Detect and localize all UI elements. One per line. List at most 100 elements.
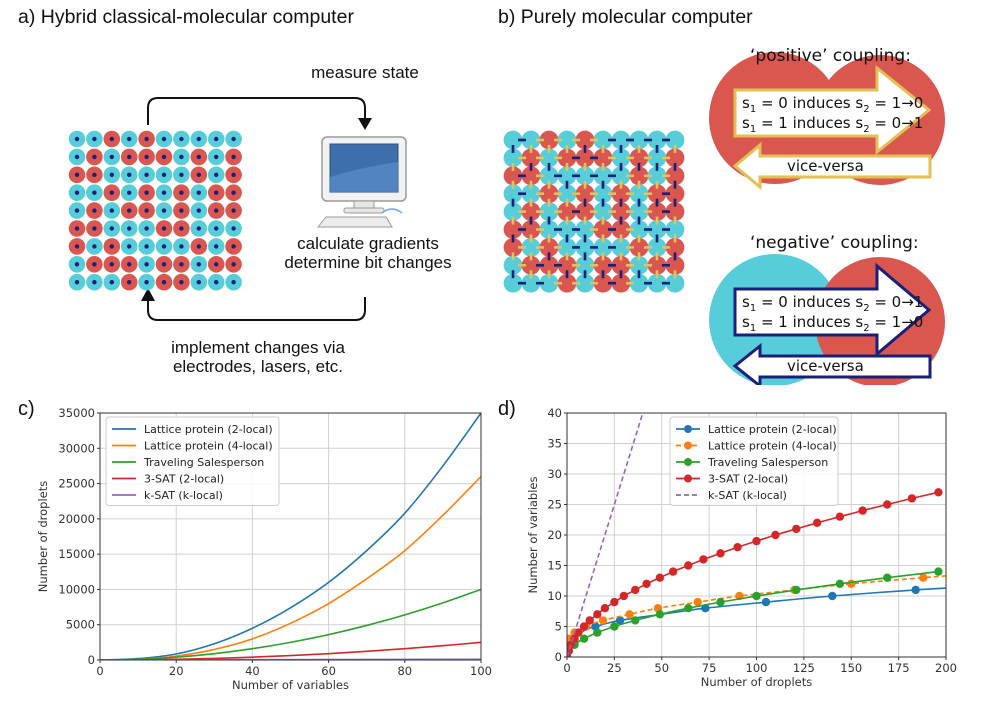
- lattice-droplet: [593, 202, 613, 222]
- x-tick-label: 175: [888, 661, 910, 675]
- panel-b-diagram: [503, 52, 945, 385]
- lattice-droplet: [575, 166, 595, 186]
- series-marker-1: [625, 610, 634, 619]
- molecule-core: [127, 280, 132, 285]
- lattice-droplet: [611, 273, 631, 293]
- lattice-droplet: [503, 130, 523, 150]
- measure-arrow: [147, 97, 366, 125]
- series-line-3: [567, 491, 939, 657]
- lattice-droplet: [629, 273, 649, 293]
- series-marker-1: [919, 573, 928, 582]
- molecule-core: [231, 190, 236, 195]
- molecule-core: [74, 136, 80, 142]
- molecule-core: [109, 226, 115, 231]
- x-tick-label: 50: [654, 661, 669, 675]
- molecule-core: [196, 190, 201, 195]
- molecule-lattice: [503, 130, 685, 293]
- molecule-core: [161, 208, 167, 213]
- lattice-droplet: [503, 166, 523, 186]
- text: s: [742, 313, 750, 331]
- molecule-core: [196, 154, 201, 160]
- lattice-droplet: [647, 148, 667, 168]
- lattice-droplet: [629, 166, 649, 186]
- lattice-droplet: [629, 148, 649, 168]
- lattice-droplet: [629, 220, 649, 239]
- series-line-2: [567, 570, 939, 657]
- lattice-droplet: [647, 238, 667, 257]
- molecule-core: [92, 172, 97, 177]
- panel-c-label: c): [18, 398, 35, 420]
- series-marker-2: [579, 634, 589, 643]
- molecule-core: [214, 190, 219, 195]
- molecule-core: [161, 190, 167, 195]
- molecule-core: [74, 172, 80, 177]
- measure-arrowhead: [358, 118, 372, 130]
- legend: Lattice protein (2-local) Lattice protein…: [669, 416, 839, 506]
- lattice-droplet: [575, 184, 595, 204]
- molecule-core: [161, 172, 167, 177]
- lattice-droplet: [521, 238, 541, 257]
- lattice-droplet: [557, 166, 577, 186]
- lattice-droplet: [557, 273, 577, 293]
- x-tick-label: 20: [169, 664, 184, 678]
- x-tick-label: 125: [793, 661, 815, 675]
- series-marker-3: [752, 536, 761, 546]
- series-marker-2: [883, 573, 892, 582]
- lattice-droplet: [665, 130, 685, 150]
- lattice-droplet: [665, 184, 685, 204]
- molecule-core: [196, 208, 201, 213]
- series-marker-3: [655, 573, 665, 582]
- y-tick-label: 5000: [66, 618, 95, 632]
- y-tick-label: 30000: [58, 441, 95, 455]
- series-marker-1: [693, 597, 702, 607]
- calculate-gradients-label: calculate gradients: [297, 234, 439, 253]
- series-marker-3: [668, 567, 678, 576]
- molecule-core: [92, 190, 97, 195]
- legend-label: Traveling Salesperson: [707, 456, 828, 469]
- x-tick-label: 100: [470, 664, 492, 678]
- subscript: 2: [863, 303, 870, 314]
- molecule-core: [127, 154, 132, 160]
- molecule-core: [196, 280, 201, 285]
- lattice-droplet: [665, 166, 685, 186]
- series-line-2: [100, 588, 481, 660]
- series-marker-2: [835, 579, 845, 588]
- molecule-core: [231, 244, 236, 249]
- series-marker-2: [593, 628, 602, 637]
- molecule-grid: [68, 130, 242, 291]
- lattice-droplet: [593, 166, 613, 186]
- molecule-core: [144, 154, 149, 160]
- text: = 1→0: [869, 94, 924, 112]
- y-tick-label: 35000: [58, 406, 95, 420]
- y-tick-label: 15000: [58, 547, 95, 561]
- molecule-core: [231, 172, 236, 177]
- molecule-core: [144, 136, 149, 142]
- text: = 0 induces s: [756, 293, 864, 311]
- lattice-droplet: [593, 220, 613, 239]
- lattice-droplet: [611, 255, 631, 275]
- molecule-core: [144, 208, 149, 213]
- negative-rule-2: s1 = 1 induces s2 = 1→0: [742, 313, 923, 338]
- molecule-core: [144, 190, 149, 195]
- negative-coupling-title: ‘negative’ coupling:: [750, 233, 919, 253]
- measure-state-label: measure state: [311, 63, 419, 82]
- lattice-droplet: [557, 184, 577, 204]
- series-marker-0: [911, 585, 920, 595]
- panel-b-title: b) Purely molecular computer: [498, 6, 753, 28]
- molecule-core: [161, 154, 167, 160]
- lattice-droplet: [557, 148, 577, 168]
- plot-frame: [99, 412, 482, 661]
- x-tick-label: 100: [746, 661, 768, 675]
- series-marker-0: [701, 604, 710, 613]
- molecule-core: [92, 136, 97, 142]
- legend: Lattice protein (2-local) Lattice protein…: [105, 416, 280, 506]
- text: s: [742, 114, 750, 132]
- y-tick-label: 20: [547, 528, 562, 542]
- series-marker-1: [847, 579, 856, 588]
- series-marker-0: [761, 597, 771, 607]
- subscript: 2: [863, 323, 870, 334]
- molecule-core: [179, 262, 184, 267]
- legend-label: k-SAT (k-local): [708, 489, 787, 502]
- y-axis-label: Number of droplets: [36, 481, 50, 592]
- lattice-droplet: [629, 202, 649, 222]
